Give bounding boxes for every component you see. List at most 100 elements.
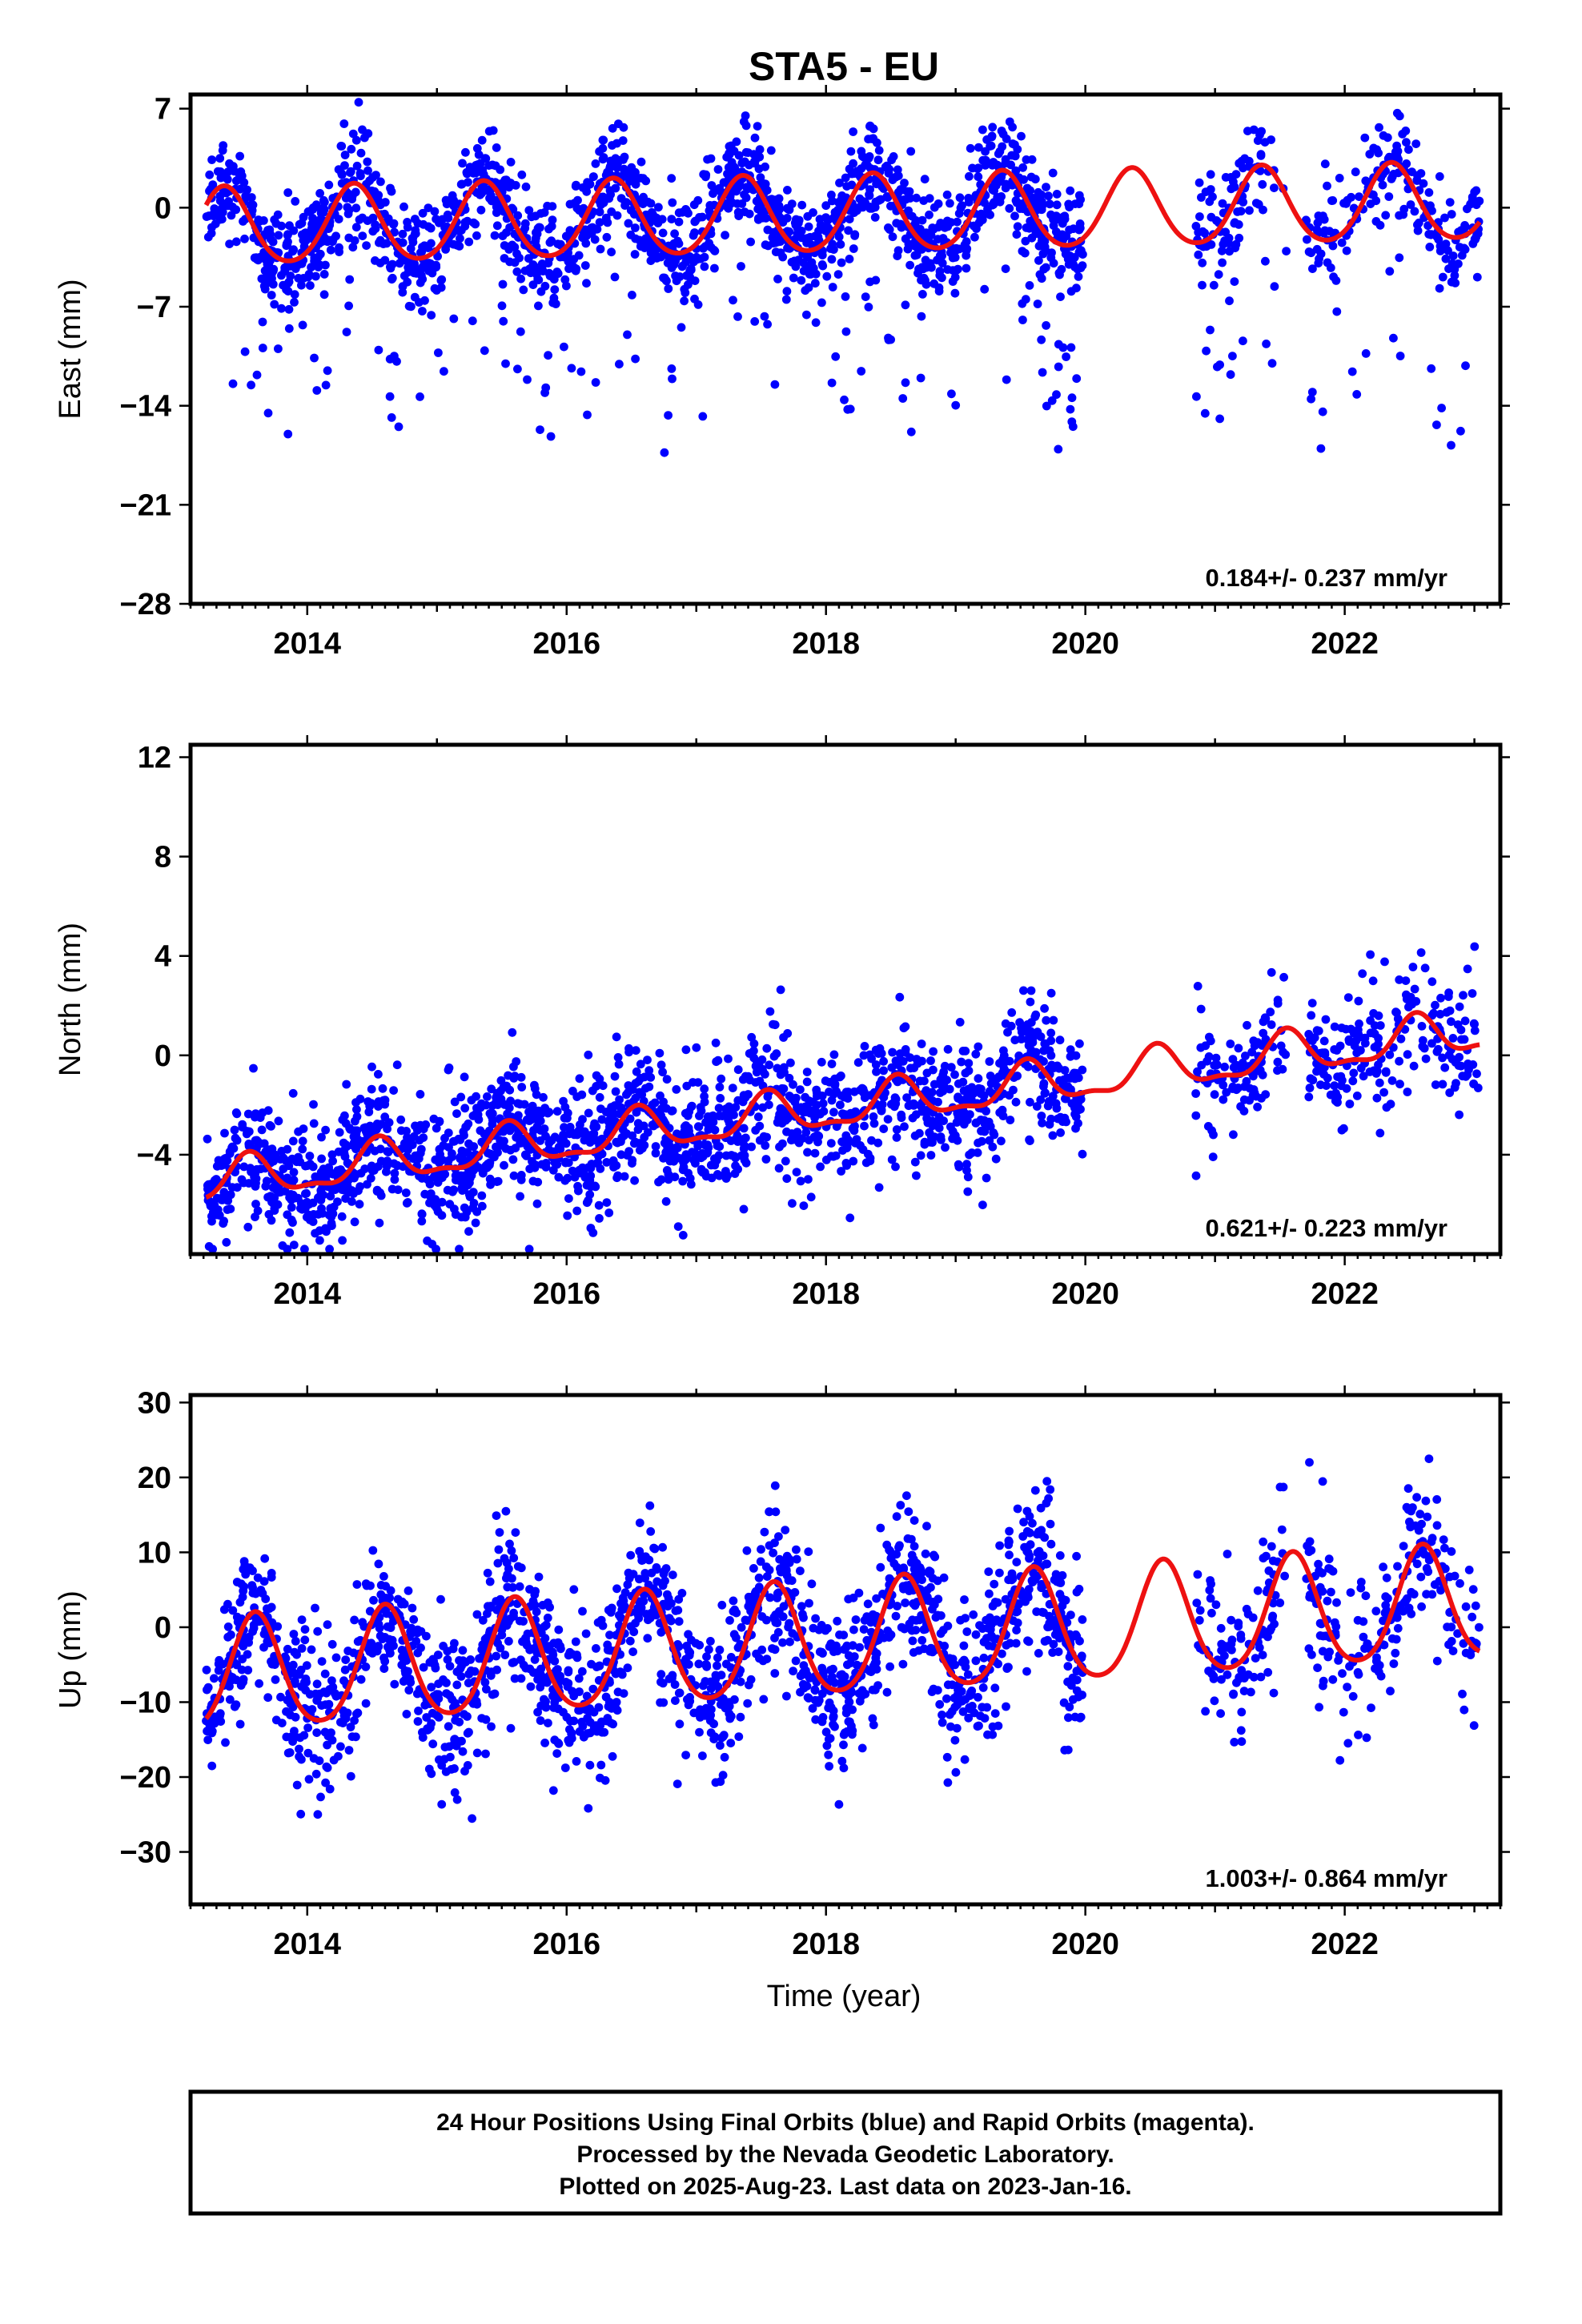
east-point [1308,264,1317,273]
north-point [249,1063,258,1073]
east-point [1331,276,1341,285]
north-point [319,1190,328,1200]
north-point [1060,1066,1070,1075]
east-point [487,196,496,206]
north-point [1308,1076,1318,1085]
east-point [240,234,249,243]
north-point [437,1197,447,1207]
east-point [604,194,614,203]
north-point [317,1132,326,1142]
east-point [607,207,616,216]
east-point [869,124,878,134]
east-point [418,208,428,218]
north-point [898,1056,908,1066]
north-y-tick-label: −4 [137,1139,171,1172]
north-point [1356,1046,1365,1055]
north-point [793,1135,801,1144]
east-point [351,203,361,213]
north-point [1228,1084,1237,1093]
east-point [477,135,487,145]
east-point [561,231,571,241]
north-point [712,1156,721,1165]
east-point [1001,264,1010,273]
north-point [1031,1010,1041,1019]
north-point [1330,1022,1339,1031]
north-point [1260,1013,1270,1023]
east-point [750,133,760,143]
up-point [515,1582,524,1591]
east-point [1320,226,1330,235]
north-point [1066,1045,1075,1055]
north-point [315,1236,324,1245]
north-point [1040,1003,1049,1013]
east-point [929,224,938,234]
north-point [831,1151,841,1160]
east-point [725,149,733,158]
north-point [1204,1052,1214,1061]
east-point [1058,212,1068,222]
north-point [207,1216,216,1226]
north-point [867,1054,876,1063]
east-point [352,161,362,171]
north-point [509,1062,518,1072]
east-point [540,281,550,291]
north-point [765,1007,775,1016]
east-point [477,183,487,192]
north-point [487,1084,496,1094]
up-point [882,1687,892,1697]
east-point [840,395,849,404]
east-point [583,410,592,420]
north-point [1402,990,1411,999]
north-point [1257,1094,1266,1103]
east-point [700,262,709,271]
north-point [829,1108,838,1117]
north-point [251,1182,260,1191]
north-point [826,1139,836,1148]
north-point [477,1099,486,1108]
north-point [946,1063,956,1072]
north-point [390,1168,400,1178]
north-point [869,1112,878,1121]
north-point [631,1046,640,1055]
east-point [544,351,552,360]
up-point [297,1644,307,1653]
north-point [1033,1027,1042,1037]
north-point [775,1142,784,1152]
north-point [274,1116,283,1126]
north-point [730,1169,740,1178]
east-point [762,186,772,195]
east-point [580,225,589,235]
north-point [338,1115,347,1124]
north-plot-frame [188,742,1503,1256]
north-point [238,1120,247,1129]
east-point [668,374,677,384]
north-point [1418,1035,1427,1045]
east-point [235,184,245,194]
up-point [552,1749,562,1759]
north-point [347,1186,356,1195]
east-point [699,170,709,179]
north-point [673,1144,682,1152]
up-point [321,1778,330,1787]
north-point [244,1179,254,1188]
east-point [270,300,279,309]
east-point [938,273,946,283]
east-point [901,300,910,310]
east-point [1058,219,1067,228]
east-point [265,263,275,272]
north-point [658,1068,667,1077]
up-point [839,1740,848,1750]
east-point [1054,340,1063,349]
north-point [585,1190,595,1199]
north-point [724,1054,733,1063]
north-point [477,1191,487,1200]
north-point [637,1144,647,1153]
up-point [409,1614,419,1624]
east-point [490,231,500,240]
north-point [1071,1051,1081,1060]
east-point [540,208,549,217]
north-point [203,1196,213,1205]
north-point [309,1119,319,1128]
north-point [1375,1078,1384,1088]
east-point [565,255,575,264]
